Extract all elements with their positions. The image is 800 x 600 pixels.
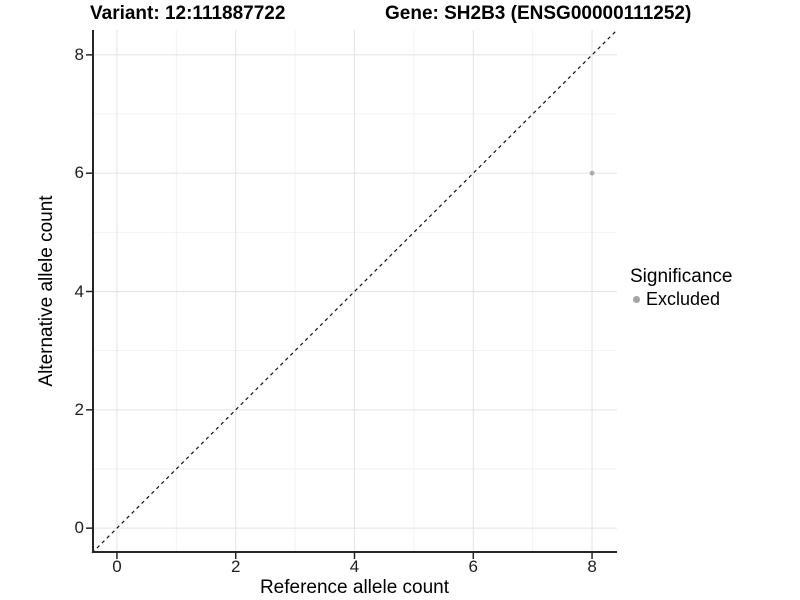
- legend-item-label: Excluded: [646, 289, 721, 309]
- legend-title: Significance: [630, 266, 733, 287]
- plot-title-gene: Gene: SH2B3 (ENSG00000111252): [385, 3, 692, 24]
- y-tick-label: 8: [74, 44, 84, 64]
- identity-dashed-line: [91, 29, 618, 554]
- y-tick-label: 2: [74, 399, 84, 419]
- plot-panel: [86, 29, 618, 559]
- plot-title-variant: Variant: 12:111887722: [90, 3, 286, 24]
- x-tick-label: 2: [230, 557, 241, 576]
- data-point: [589, 170, 595, 176]
- x-axis-title: Reference allele count: [259, 577, 450, 598]
- legend: Significance Excluded: [630, 266, 732, 310]
- x-tick-label: 0: [112, 557, 122, 576]
- legend-items: Excluded: [630, 289, 732, 310]
- legend-key-dot-icon: [633, 296, 640, 303]
- y-tick-label: 6: [74, 163, 84, 183]
- x-tick-label: 8: [587, 557, 597, 576]
- x-tick-label: 6: [468, 557, 478, 576]
- x-tick-label: 4: [349, 557, 360, 576]
- legend-item: Excluded: [630, 289, 732, 310]
- y-tick-label: 4: [74, 281, 84, 301]
- y-tick-label: 0: [74, 518, 84, 538]
- y-axis-title: Alternative allele count: [36, 195, 57, 387]
